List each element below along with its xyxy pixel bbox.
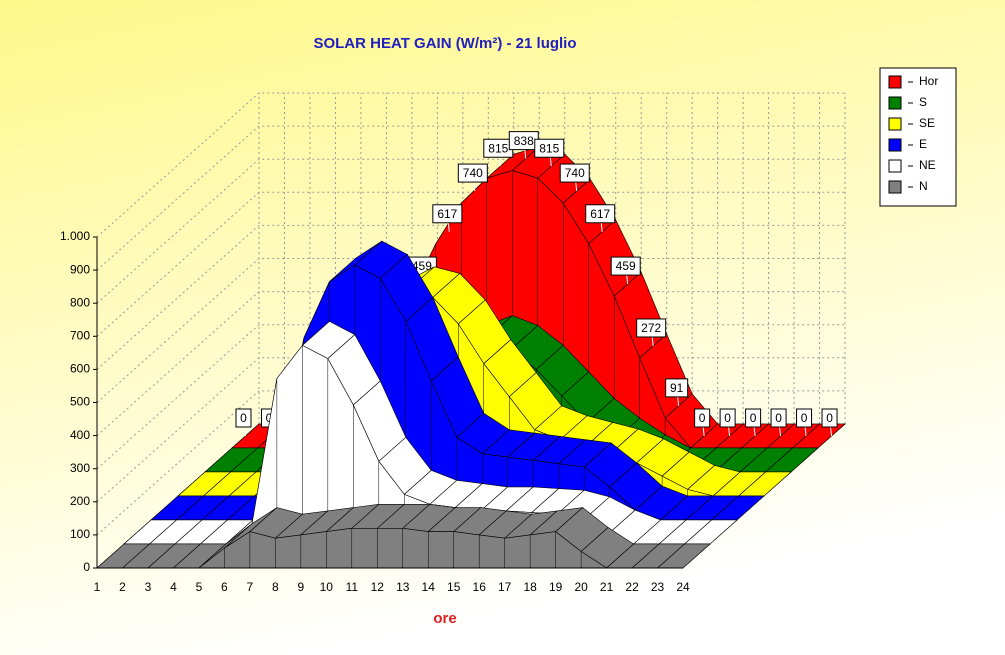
value-label: 617 [437, 207, 457, 221]
value-label-box [796, 408, 813, 428]
legend-label: SE [919, 116, 935, 130]
legend-label: N [919, 179, 928, 193]
y-tick-label: 300 [70, 461, 90, 475]
value-label-box [745, 408, 762, 428]
y-tick-label: 600 [70, 362, 90, 376]
value-label-box [235, 408, 252, 428]
y-tick-label: 900 [70, 262, 90, 276]
x-tick-label: 15 [447, 580, 461, 594]
value-label: 815 [488, 141, 508, 155]
y-tick-label: 700 [70, 328, 90, 342]
x-tick-label: 18 [523, 580, 537, 594]
legend-swatch [888, 180, 902, 194]
grid-line [96, 158, 845, 304]
legend-label: E [919, 137, 927, 151]
x-tick-label: 11 [346, 580, 359, 594]
value-label: 0 [826, 411, 833, 425]
value-label: 91 [670, 381, 684, 395]
x-tick-label: 12 [371, 580, 385, 594]
x-tick-label: 10 [320, 580, 334, 594]
value-label: 0 [801, 411, 808, 425]
value-label: 740 [463, 166, 483, 180]
x-tick-label: 22 [625, 580, 639, 594]
value-label-box [719, 408, 736, 428]
y-tick-label: 100 [70, 527, 90, 541]
grid-line [96, 390, 845, 536]
grid-line [96, 324, 845, 470]
value-label: 815 [539, 141, 559, 155]
value-label: 740 [565, 166, 585, 180]
value-label: 0 [775, 411, 782, 425]
value-label-box [665, 378, 689, 398]
value-label: 0 [724, 411, 731, 425]
x-tick-label: 14 [422, 580, 436, 594]
legend-label: Hor [919, 74, 938, 88]
x-axis-label: ore [433, 610, 456, 627]
value-label: 0 [240, 411, 247, 425]
value-label-box [610, 256, 641, 276]
value-label: 838 [514, 134, 534, 148]
legend-label: NE [919, 158, 936, 172]
y-tick-label: 400 [70, 428, 90, 442]
value-label-box [432, 204, 463, 224]
x-tick-label: 7 [247, 580, 254, 594]
x-tick-label: 16 [473, 580, 487, 594]
x-tick-label: 17 [498, 580, 512, 594]
x-tick-label: 24 [676, 580, 690, 594]
grid-line [96, 224, 845, 370]
value-label: 0 [266, 411, 273, 425]
legend-label: S [919, 95, 927, 109]
x-tick-label: 2 [119, 580, 126, 594]
value-label-box [559, 163, 590, 183]
grid-line [96, 291, 845, 436]
value-label-box [534, 138, 565, 158]
x-tick-label: 9 [297, 580, 304, 594]
legend-swatch [888, 159, 902, 173]
x-tick-label: 4 [170, 580, 177, 594]
x-tick-label: 6 [221, 580, 228, 594]
y-tick-label: 1.000 [60, 229, 90, 243]
x-tick-label: 19 [549, 580, 563, 594]
value-label: 459 [616, 259, 636, 273]
legend-swatch [888, 117, 902, 131]
legend-swatch [888, 138, 902, 152]
value-label: 0 [750, 411, 757, 425]
value-label: 617 [590, 207, 610, 221]
y-tick-label: 800 [70, 295, 90, 309]
value-label: 459 [412, 259, 432, 273]
grid-line [96, 125, 845, 271]
legend-swatch [888, 75, 902, 89]
value-label-box [770, 408, 787, 428]
x-tick-label: 8 [272, 580, 279, 594]
x-tick-label: 5 [196, 580, 203, 594]
value-label-box [585, 204, 616, 224]
x-tick-label: 13 [396, 580, 410, 594]
x-tick-label: 23 [651, 580, 665, 594]
y-tick-label: 0 [83, 560, 90, 574]
x-tick-label: 1 [94, 580, 101, 594]
value-label-box [821, 408, 838, 428]
value-label-box [694, 408, 711, 428]
value-label-box [636, 318, 667, 338]
value-label-box [457, 163, 488, 183]
x-tick-label: 3 [145, 580, 152, 594]
x-tick-label: 20 [574, 580, 588, 594]
chart-title: SOLAR HEAT GAIN (W/m²) - 21 luglio [313, 35, 576, 52]
y-tick-label: 200 [70, 494, 90, 508]
value-label: 0 [699, 411, 706, 425]
legend-swatch [888, 96, 902, 110]
x-tick-label: 21 [600, 580, 614, 594]
y-tick-label: 500 [70, 395, 90, 409]
value-label: 272 [641, 321, 661, 335]
